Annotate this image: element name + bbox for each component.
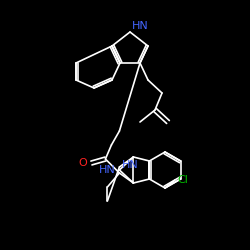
- Text: Cl: Cl: [177, 175, 188, 185]
- Text: HN: HN: [132, 21, 149, 31]
- Text: HN: HN: [122, 160, 138, 170]
- Text: HN: HN: [99, 165, 116, 175]
- Text: O: O: [79, 158, 88, 168]
